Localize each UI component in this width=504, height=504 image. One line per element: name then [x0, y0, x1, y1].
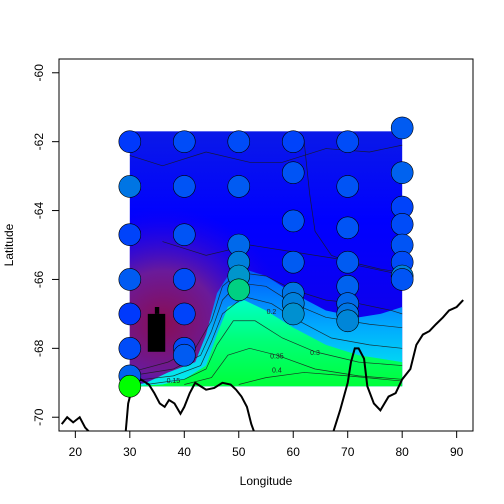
data-point [281, 209, 305, 233]
contour-label: 0.15 [167, 378, 181, 385]
data-point [172, 302, 196, 326]
data-point [227, 175, 251, 198]
heatmap-layer [129, 131, 403, 387]
data-point [118, 130, 142, 153]
data-point [118, 223, 142, 246]
y-tick-label: -68 [32, 339, 46, 357]
y-axis: -60 -62 -64 -66 -68 -70 [32, 64, 60, 426]
y-tick-label: -66 [32, 270, 46, 288]
data-point [118, 337, 142, 360]
data-point [172, 223, 196, 246]
y-axis-title: Latitude [2, 223, 16, 266]
data-point [281, 250, 305, 274]
y-tick-label: -62 [32, 133, 46, 151]
data-point [172, 268, 196, 291]
x-tick-label: 50 [232, 445, 246, 459]
contour-label: 0.4 [272, 367, 282, 374]
data-point [390, 213, 414, 236]
contour-label: 0.35 [270, 354, 284, 361]
x-axis-title: Longitude [240, 474, 293, 488]
data-point [227, 130, 251, 153]
contour-line [184, 347, 403, 385]
contour-line [146, 320, 403, 385]
data-point [336, 309, 360, 333]
x-tick-label: 40 [178, 445, 192, 459]
y-tick-label: -70 [32, 408, 46, 426]
black-marker-tip [154, 307, 160, 314]
x-tick-label: 60 [287, 445, 301, 459]
heatmap-green-zone [129, 300, 403, 387]
data-point [336, 175, 360, 198]
data-point [172, 130, 196, 153]
x-tick-label: 80 [396, 445, 410, 459]
data-point [390, 161, 414, 184]
data-point [281, 130, 305, 153]
black-marker [147, 307, 166, 352]
y-tick-label: -60 [32, 64, 46, 82]
coastline-west [60, 378, 255, 431]
data-point [281, 161, 305, 184]
x-tick-label: 90 [450, 445, 464, 459]
x-axis: 20 30 40 50 60 70 80 90 [69, 430, 464, 459]
data-point [336, 130, 360, 153]
contour-label: 0.3 [310, 350, 320, 357]
coastline-east [332, 299, 464, 431]
data-point [390, 268, 414, 291]
x-tick-label: 20 [69, 445, 83, 459]
data-point [227, 278, 251, 302]
data-point [336, 250, 360, 274]
coastline [60, 299, 464, 431]
data-point [281, 302, 305, 326]
data-point [118, 175, 142, 198]
data-point [118, 302, 142, 326]
data-point [172, 175, 196, 198]
x-tick-label: 30 [123, 445, 137, 459]
data-point [118, 374, 142, 398]
data-point [172, 343, 196, 367]
x-tick-label: 70 [341, 445, 355, 459]
contour-line [303, 141, 403, 277]
data-point [118, 268, 142, 291]
black-marker-rect [147, 313, 166, 352]
data-points [118, 116, 414, 398]
contour-label: 0.2 [267, 309, 277, 316]
contour-line [129, 144, 403, 167]
y-tick-label: -64 [32, 202, 46, 220]
data-point [390, 116, 414, 140]
data-point [336, 216, 360, 240]
